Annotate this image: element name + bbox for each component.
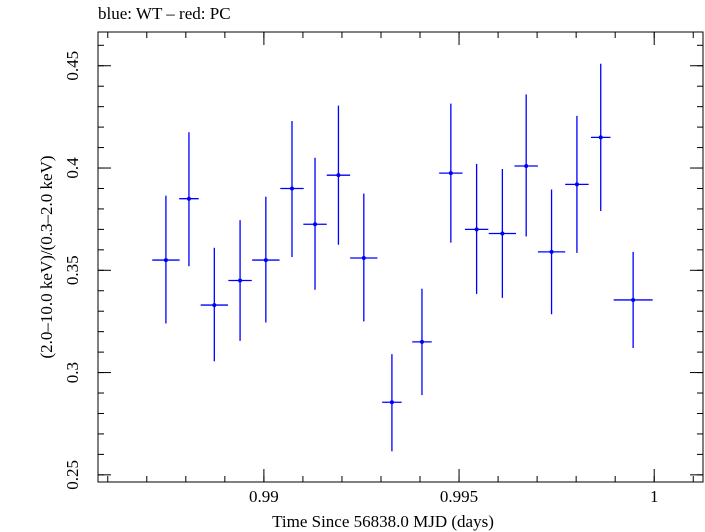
point-marker bbox=[474, 227, 479, 232]
data-point bbox=[439, 103, 463, 243]
point-marker bbox=[598, 135, 603, 140]
data-point bbox=[252, 196, 280, 323]
plot-frame bbox=[97, 31, 704, 483]
data-point bbox=[350, 193, 378, 322]
data-point bbox=[464, 163, 489, 294]
point-marker bbox=[574, 182, 579, 187]
data-point bbox=[488, 169, 517, 298]
x-tick-label: 1 bbox=[650, 487, 659, 506]
point-marker bbox=[500, 231, 505, 236]
data-point bbox=[590, 63, 611, 211]
data-point bbox=[179, 132, 199, 267]
point-marker bbox=[419, 339, 424, 344]
point-marker bbox=[263, 258, 268, 263]
data-point bbox=[228, 220, 252, 341]
data-point bbox=[200, 247, 228, 362]
point-marker bbox=[361, 256, 366, 261]
point-marker bbox=[524, 163, 529, 168]
x-tick-label: 0.995 bbox=[440, 487, 478, 506]
data-marks bbox=[152, 63, 653, 452]
point-marker bbox=[336, 173, 341, 178]
data-point bbox=[152, 195, 180, 324]
y-tick-label: 0.35 bbox=[63, 255, 82, 285]
y-axis-label: (2.0–10.0 keV)/(0.3–2.0 keV) bbox=[37, 155, 56, 358]
point-marker bbox=[238, 278, 243, 283]
x-axis-label: Time Since 56838.0 MJD (days) bbox=[272, 512, 494, 531]
data-point bbox=[613, 251, 653, 349]
point-marker bbox=[549, 249, 554, 254]
y-tick-label: 0.3 bbox=[63, 362, 82, 383]
y-tick-label: 0.4 bbox=[63, 157, 82, 179]
point-marker bbox=[631, 297, 636, 302]
y-tick-label: 0.25 bbox=[63, 460, 82, 490]
data-point bbox=[412, 288, 432, 396]
data-point bbox=[303, 157, 327, 290]
point-marker bbox=[313, 222, 318, 227]
data-point bbox=[537, 189, 566, 315]
point-marker bbox=[448, 171, 453, 176]
tick-labels: 0.99 0.995 1 0.25 0.3 0.35 0.4 0.45 bbox=[63, 51, 658, 506]
y-tick-label: 0.45 bbox=[63, 51, 82, 81]
data-point bbox=[326, 105, 351, 245]
data-point bbox=[565, 115, 589, 253]
data-point bbox=[514, 94, 538, 237]
point-marker bbox=[212, 303, 217, 308]
data-point bbox=[280, 120, 304, 257]
point-marker bbox=[289, 186, 294, 191]
data-point bbox=[382, 354, 402, 452]
x-tick-label: 0.99 bbox=[249, 487, 279, 506]
point-marker bbox=[163, 258, 168, 263]
point-marker bbox=[186, 196, 191, 201]
chart-title: blue: WT – red: PC bbox=[98, 4, 231, 23]
axis-ticks bbox=[98, 32, 703, 482]
point-marker bbox=[389, 400, 394, 405]
